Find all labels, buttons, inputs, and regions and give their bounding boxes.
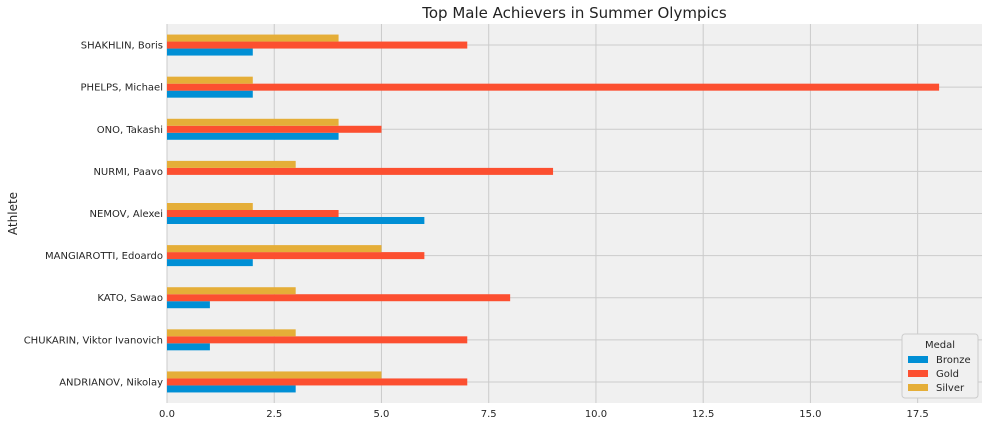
legend-title: Medal [925,340,955,351]
legend-label-gold: Gold [936,369,959,380]
bar-gold [167,252,425,260]
x-tick-label: 0.0 [159,409,175,420]
bars-group [167,34,940,393]
y-tick-label: PHELPS, Michael [81,83,163,94]
bar-bronze [167,217,425,224]
bar-gold [167,125,382,133]
x-tick-label: 7.5 [481,409,497,420]
bar-gold [167,83,940,91]
bar-silver [167,203,253,210]
y-tick-label: NEMOV, Alexei [90,209,163,220]
bar-bronze [167,48,253,56]
legend-box [901,333,979,399]
bar-silver [167,371,382,379]
bar-gold [167,167,554,175]
legend-label-bronze: Bronze [936,355,971,366]
y-tick-label: SHAKHLIN, Boris [81,41,163,52]
legend: Medal Bronze Gold Silver [901,333,979,399]
bar-bronze [167,301,210,309]
x-tick-label: 10.0 [585,409,607,420]
bar-gold [167,294,511,302]
bar-gold [167,210,339,217]
legend-label-silver: Silver [936,383,965,394]
bar-gold [167,41,468,49]
bar-silver [167,118,339,126]
x-tick-label: 12.5 [692,409,714,420]
bar-silver [167,329,296,337]
bar-bronze [167,259,253,267]
chart-title: Top Male Achievers in Summer Olympics [421,4,727,22]
bar-silver [167,160,296,168]
bar-bronze [167,132,339,140]
bar-bronze [167,90,253,98]
bar-gold [167,378,468,386]
y-tick-labels: ANDRIANOV, Nikolay CHUKARIN, Viktor Ivano… [24,41,163,389]
bar-bronze [167,385,296,393]
x-tick-label: 2.5 [266,409,282,420]
bar-gold [167,336,468,344]
bar-silver [167,34,339,42]
y-tick-label: ONO, Takashi [97,125,163,136]
y-tick-label: ANDRIANOV, Nikolay [59,377,163,388]
y-tick-label: NURMI, Paavo [93,167,163,178]
y-tick-label: MANGIAROTTI, Edoardo [45,251,163,262]
y-axis-label: Athlete [6,192,20,235]
y-tick-label: KATO, Sawao [97,293,163,304]
legend-swatch-bronze [908,356,928,363]
x-tick-label: 17.5 [907,409,929,420]
bar-bronze [167,343,210,351]
bar-silver [167,287,296,295]
legend-swatch-silver [908,384,928,391]
x-tick-label: 15.0 [799,409,821,420]
x-tick-label: 5.0 [374,409,390,420]
x-tick-labels: 0.0 2.5 5.0 7.5 10.0 12.5 15.0 17.5 [159,409,929,420]
legend-swatch-gold [908,370,928,377]
bar-silver [167,76,253,84]
bar-silver [167,245,382,253]
y-tick-label: CHUKARIN, Viktor Ivanovich [24,335,163,346]
